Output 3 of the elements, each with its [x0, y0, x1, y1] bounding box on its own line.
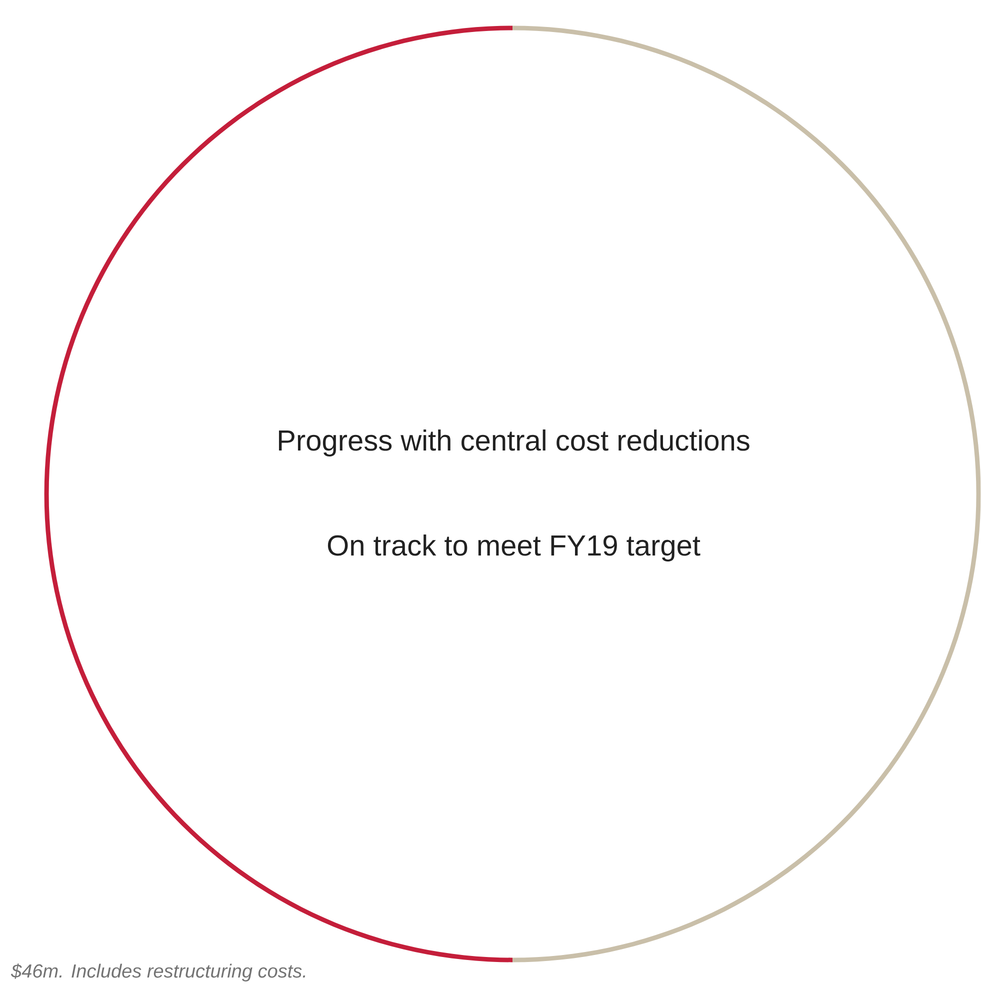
text: Progress with central cost reductions	[279, 429, 750, 457]
text: On track to meet FY19 target	[328, 534, 700, 562]
text: $46m. Includes restructuring costs.	[11, 963, 306, 982]
